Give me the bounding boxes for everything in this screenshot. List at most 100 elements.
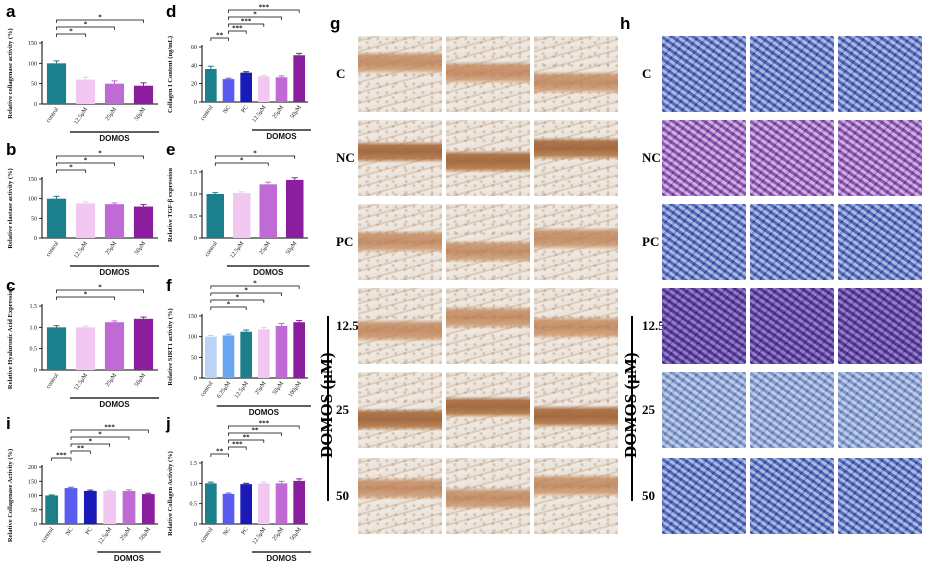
x-tick-label: 12.5μM <box>230 240 246 260</box>
bar <box>240 331 252 378</box>
group-label: DOMOS <box>249 408 280 417</box>
trichrome-row-label: C <box>642 66 652 81</box>
trichrome-micrograph <box>838 204 922 280</box>
ihc-micrograph <box>446 372 530 448</box>
significance-bracket <box>56 19 144 23</box>
significance-bracket <box>70 436 130 440</box>
trichrome-micrograph <box>750 458 834 534</box>
bar <box>258 76 270 102</box>
x-tick-label: 50μM <box>290 104 304 120</box>
x-tick-label: control <box>200 526 215 544</box>
x-tick-label: 25μM <box>105 106 119 122</box>
ihc-epidermis-band <box>534 137 618 161</box>
significance-bracket <box>210 299 265 303</box>
ihc-epidermis-band <box>446 306 530 330</box>
trichrome-row-label: NC <box>642 150 661 165</box>
y-tick-label: 0 <box>34 236 37 242</box>
chart-f: Relative SIRT1 activity (%) 0 50 100 150 cont… <box>167 280 311 417</box>
x-tick-label: 50μM <box>290 526 304 542</box>
trichrome-row-label: 25 <box>642 402 655 417</box>
y-tick-label: 0.5 <box>190 214 198 220</box>
ihc-epidermis-band <box>358 477 442 500</box>
ihc-row-label: 50 <box>336 488 349 503</box>
bar <box>75 203 96 238</box>
ihc-row-label: PC <box>336 234 354 249</box>
bar <box>233 193 251 238</box>
bar <box>103 490 117 524</box>
x-tick-label: 50μM <box>285 240 299 256</box>
bar <box>45 495 59 524</box>
ihc-epidermis-band <box>358 51 442 74</box>
panel-letter-g: g <box>330 14 341 33</box>
y-tick-label: 150 <box>28 479 37 485</box>
significance-label: *** <box>104 424 115 432</box>
chart-e: Relative TGF-β expression 0 0.5 1.0 1.5 contr… <box>167 150 310 277</box>
group-label: DOMOS <box>253 268 284 277</box>
bar <box>240 72 252 102</box>
group-label: DOMOS <box>99 134 130 143</box>
y-tick-label: 0 <box>194 376 197 382</box>
significance-label: ** <box>216 448 224 456</box>
group-label: DOMOS <box>114 554 145 563</box>
x-tick-label: PC <box>85 527 94 536</box>
significance-bracket <box>228 16 282 20</box>
significance-label: * <box>98 14 102 22</box>
bar <box>46 198 67 238</box>
bar <box>259 184 277 238</box>
x-tick-label: control <box>41 526 56 544</box>
significance-bracket <box>56 26 115 30</box>
significance-bracket <box>210 37 229 41</box>
y-axis-label: Relative TGF-β expression <box>167 168 174 242</box>
significance-label: *** <box>232 25 243 33</box>
bar <box>83 490 97 524</box>
trichrome-micrograph <box>750 204 834 280</box>
ihc-micrograph <box>358 204 442 280</box>
y-tick-label: 50 <box>31 216 37 222</box>
trichrome-micrograph <box>662 204 746 280</box>
ihc-row-label: NC <box>336 150 355 165</box>
significance-bracket <box>56 33 86 37</box>
bar <box>64 488 78 524</box>
x-tick-label: control <box>45 106 60 124</box>
ihc-epidermis-band <box>358 408 442 432</box>
y-tick-label: 0.5 <box>30 347 38 353</box>
significance-label: *** <box>56 452 67 460</box>
y-tick-label: 0 <box>194 522 197 528</box>
x-tick-label: 12.5μM <box>252 104 268 124</box>
bar <box>205 69 217 102</box>
trichrome-row-label: PC <box>642 234 660 249</box>
y-tick-label: 100 <box>28 197 37 203</box>
x-tick-label: 50μM <box>139 526 153 542</box>
bar <box>240 484 252 524</box>
significance-label: * <box>98 284 102 292</box>
ihc-micrograph <box>358 120 442 196</box>
significance-label: * <box>253 150 257 158</box>
ihc-epidermis-band <box>358 319 442 342</box>
ihc-micrograph <box>358 458 442 534</box>
trichrome-micrograph <box>662 458 746 534</box>
significance-bracket <box>214 162 269 166</box>
x-tick-label: 12.5μM <box>252 526 268 546</box>
y-tick-label: 1.5 <box>30 304 38 310</box>
significance-label: ** <box>77 445 85 453</box>
trichrome-micrograph <box>750 372 834 448</box>
group-label: DOMOS <box>99 400 130 409</box>
ihc-micrograph <box>358 36 442 112</box>
trichrome-micrograph <box>838 288 922 364</box>
x-tick-label: 12.5μM <box>97 526 113 546</box>
bar <box>222 493 235 524</box>
x-tick-label: NC <box>222 527 232 537</box>
ihc-epidermis-band <box>446 395 530 419</box>
ihc-micrograph <box>534 288 618 364</box>
significance-bracket <box>228 23 265 27</box>
y-tick-label: 150 <box>28 41 37 47</box>
ihc-row-label: C <box>336 66 346 81</box>
ihc-micrograph <box>358 288 442 364</box>
bar <box>206 194 224 238</box>
domos-bracket-h <box>631 316 633 501</box>
significance-label: * <box>98 150 102 158</box>
significance-bracket <box>70 450 91 454</box>
y-axis-label: Relative Collagenase Activity (%) <box>7 449 14 542</box>
trichrome-micrograph <box>662 288 746 364</box>
bar <box>258 329 270 378</box>
